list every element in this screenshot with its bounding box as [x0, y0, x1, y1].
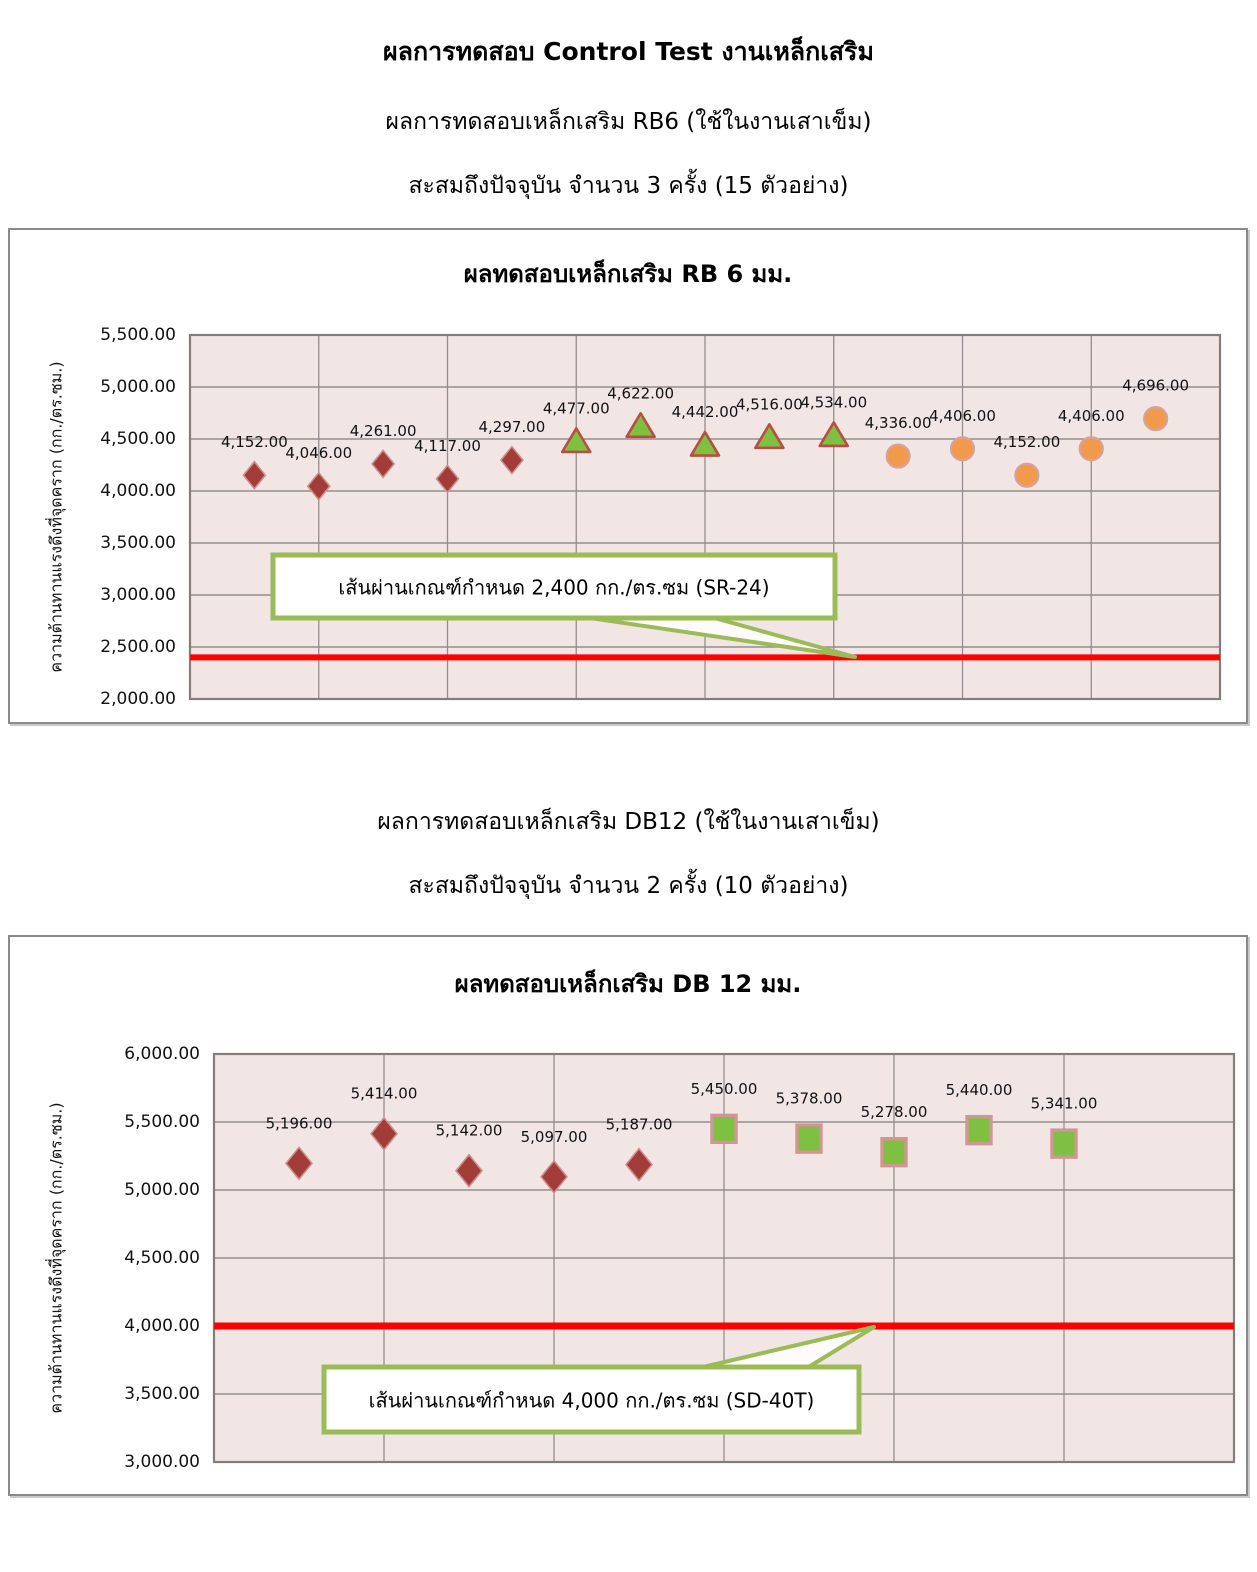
y-axis-tick-label: 4,500.00	[100, 429, 176, 449]
y-axis-tick-label: 4,000.00	[124, 1316, 200, 1336]
data-point-label: 4,406.00	[929, 407, 996, 425]
diamond-marker	[454, 1153, 484, 1188]
circle-marker	[885, 443, 911, 469]
diamond-marker	[306, 471, 331, 501]
diamond-marker	[539, 1159, 569, 1195]
circle-marker	[1014, 462, 1040, 488]
data-point-label: 4,477.00	[543, 399, 610, 417]
diamond-marker	[371, 449, 396, 479]
y-axis-tick-label: 3,500.00	[124, 1384, 200, 1404]
data-point-label: 5,187.00	[606, 1116, 673, 1134]
square-marker	[795, 1123, 823, 1154]
diamond-marker	[369, 1116, 399, 1151]
y-axis-tick-label: 4,500.00	[124, 1248, 200, 1268]
y-axis-tick-label: 5,500.00	[124, 1112, 200, 1132]
document-title: ผลการทดสอบ Control Test งานเหล็กเสริม	[383, 37, 874, 66]
rb6-chart-frame: 5,500.00 5,000.00 4,500.00 4,000.00 3,500.00…	[8, 228, 1248, 724]
y-axis-tick-label: 4,000.00	[100, 481, 176, 501]
data-point-label: 5,142.00	[436, 1122, 503, 1140]
y-axis-tick-label: 3,500.00	[100, 533, 176, 553]
square-marker	[965, 1114, 993, 1146]
triangle-marker	[818, 421, 850, 448]
chart-title: ผลทดสอบเหล็กเสริม DB 12 มม.	[455, 969, 802, 998]
callout-label: เส้นผ่านเกณฑ์กำหนด 4,000 กก./ตร.ซม (SD-4…	[369, 1389, 815, 1413]
rb6-summary: สะสมถึงปัจจุบัน จำนวน 3 ครั้ง (15 ตัวอย่…	[408, 173, 849, 199]
data-point-label: 4,336.00	[865, 414, 932, 432]
circle-marker	[1143, 406, 1169, 432]
data-point-label: 5,450.00	[691, 1080, 758, 1098]
data-point-label: 4,046.00	[285, 444, 352, 462]
plot-border	[188, 333, 1222, 701]
diamond-marker	[624, 1147, 654, 1182]
data-point-label: 5,196.00	[266, 1114, 333, 1132]
triangle-marker	[689, 430, 721, 457]
db12-summary: สะสมถึงปัจจุบัน จำนวน 2 ครั้ง (10 ตัวอย่…	[408, 873, 849, 899]
plot-border	[212, 1052, 1236, 1464]
diamond-marker	[242, 460, 267, 490]
y-axis-tick-label: 2,000.00	[100, 689, 176, 709]
data-point-label: 4,534.00	[800, 393, 867, 411]
triangle-marker	[560, 427, 592, 454]
y-axis-tick-label: 2,500.00	[100, 637, 176, 657]
data-point-label: 5,440.00	[946, 1081, 1013, 1099]
diamond-marker	[499, 445, 524, 475]
data-point-label: 4,152.00	[993, 433, 1060, 451]
y-axis-tick-label: 3,000.00	[124, 1452, 200, 1472]
square-marker	[880, 1136, 908, 1168]
rb6-scatter-chart: 5,500.00 5,000.00 4,500.00 4,000.00 3,500.00…	[45, 259, 1222, 709]
triangle-marker	[625, 412, 656, 439]
square-marker	[1050, 1128, 1078, 1159]
y-axis-title: ความต้านทานแรงดึงที่จุดคราก (กก./ตร.ซม.)	[45, 361, 67, 672]
data-point-label: 5,278.00	[861, 1103, 928, 1121]
data-point-label: 5,378.00	[776, 1090, 843, 1108]
data-point-label: 4,152.00	[221, 433, 288, 451]
data-point-label: 4,261.00	[350, 422, 417, 440]
y-axis-tick-label: 6,000.00	[124, 1044, 200, 1064]
data-point-label: 4,406.00	[1058, 407, 1125, 425]
data-point-label: 4,442.00	[672, 403, 739, 421]
data-point-label: 5,341.00	[1031, 1095, 1098, 1113]
diamond-marker	[284, 1146, 314, 1181]
callout-label: เส้นผ่านเกณฑ์กำหนด 2,400 กก./ตร.ซม (SR-2…	[338, 576, 769, 600]
diamond-marker	[435, 464, 460, 494]
y-axis-tick-label: 5,000.00	[124, 1180, 200, 1200]
data-point-label: 5,097.00	[521, 1128, 588, 1146]
triangle-marker	[754, 423, 785, 450]
y-axis-tick-label: 5,000.00	[100, 377, 176, 397]
callout-box	[270, 552, 838, 621]
db12-chart-frame: 6,000.00 5,500.00 5,000.00 4,500.00 4,000.00…	[8, 935, 1248, 1496]
data-point-label: 5,414.00	[351, 1085, 418, 1103]
square-marker	[710, 1113, 738, 1145]
data-point-label: 4,696.00	[1122, 377, 1189, 395]
circle-marker	[1078, 436, 1104, 462]
data-point-label: 4,622.00	[607, 384, 674, 402]
data-point-label: 4,516.00	[736, 395, 803, 413]
callout-box	[321, 1364, 862, 1435]
y-axis-title: ความต้านทานแรงดึงที่จุดคราก (กก./ตร.ซม.)	[45, 1102, 67, 1413]
chart-title: ผลทดสอบเหล็กเสริม RB 6 มม.	[464, 259, 793, 288]
circle-marker	[949, 436, 976, 462]
data-point-label: 4,117.00	[414, 437, 481, 455]
db12-subtitle: ผลการทดสอบเหล็กเสริม DB12 (ใช้ในงานเสาเข…	[377, 809, 880, 835]
rb6-subtitle: ผลการทดสอบเหล็กเสริม RB6 (ใช้ในงานเสาเข็…	[385, 109, 872, 135]
y-axis-tick-label: 5,500.00	[100, 325, 176, 345]
db12-scatter-chart: 6,000.00 5,500.00 5,000.00 4,500.00 4,000.00…	[45, 969, 1236, 1472]
y-axis-tick-label: 3,000.00	[100, 585, 176, 605]
data-point-label: 4,297.00	[478, 418, 545, 436]
